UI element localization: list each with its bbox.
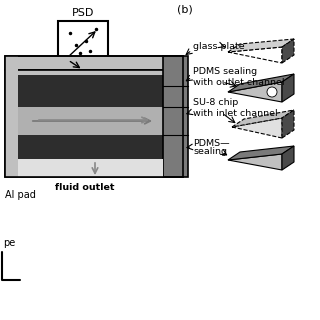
Polygon shape	[232, 118, 282, 138]
Polygon shape	[228, 74, 294, 92]
Polygon shape	[228, 146, 294, 160]
Bar	[18, 159, 163, 177]
Bar	[5, 56, 18, 177]
Text: glass plate: glass plate	[193, 42, 244, 51]
Bar	[5, 70, 183, 177]
Text: pe: pe	[3, 238, 15, 248]
Text: (b): (b)	[177, 4, 193, 14]
Polygon shape	[282, 146, 294, 170]
Polygon shape	[232, 110, 294, 127]
Text: SU-8 chip
with inlet channel: SU-8 chip with inlet channel	[193, 98, 278, 118]
Text: Al pad: Al pad	[5, 190, 36, 200]
Polygon shape	[228, 47, 282, 63]
Bar	[5, 56, 183, 70]
Text: PDMS—: PDMS—	[193, 139, 230, 148]
Polygon shape	[228, 154, 282, 170]
Polygon shape	[228, 39, 294, 52]
Bar	[163, 56, 188, 177]
Text: sealing: sealing	[193, 147, 227, 156]
Text: PDMS sealing
with outlet channel: PDMS sealing with outlet channel	[193, 67, 284, 87]
Polygon shape	[282, 110, 294, 138]
Circle shape	[267, 87, 277, 97]
Bar	[18, 75, 163, 107]
Bar	[18, 75, 163, 165]
Text: fluid outlet: fluid outlet	[55, 183, 115, 192]
Polygon shape	[282, 39, 294, 63]
Bar	[18, 107, 163, 135]
Polygon shape	[282, 74, 294, 102]
Text: PSD: PSD	[72, 8, 94, 18]
Bar	[5, 56, 183, 177]
Bar	[58, 21, 108, 65]
Polygon shape	[228, 82, 282, 102]
